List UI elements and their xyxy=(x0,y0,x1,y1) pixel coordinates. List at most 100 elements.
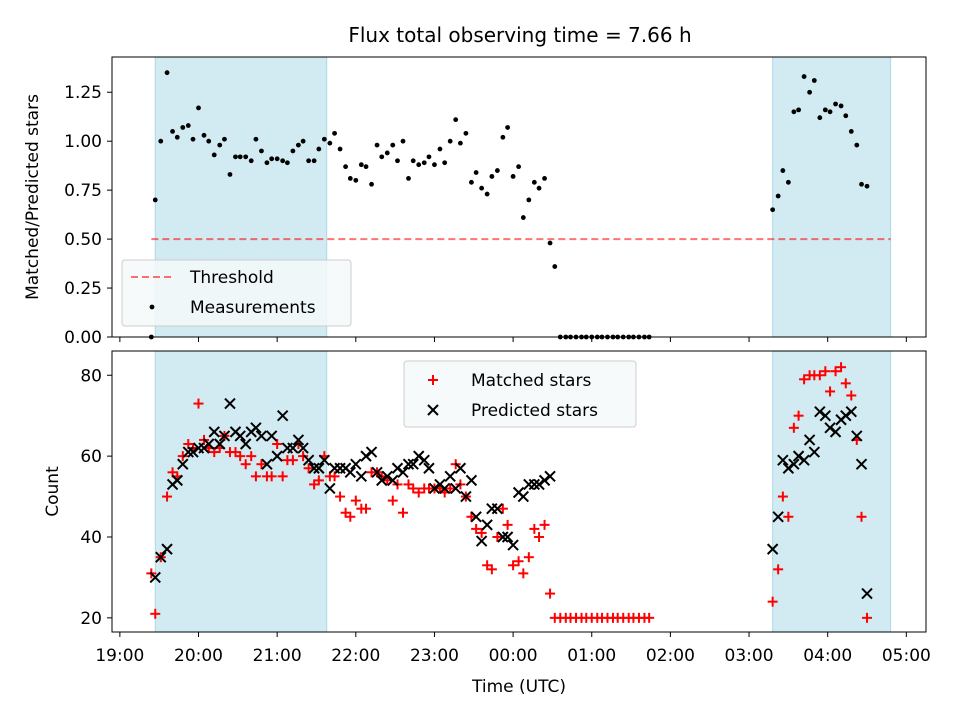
measurement-point xyxy=(237,154,243,160)
matched-point xyxy=(329,471,340,482)
measurement-point xyxy=(374,142,380,148)
measurement-point xyxy=(421,160,427,166)
predicted-point xyxy=(376,474,388,487)
measurement-point xyxy=(248,158,254,164)
measurement-point xyxy=(458,140,463,146)
counts-panel: 19:00 20:00 21:00 22:00 23:00 00:00 01:00 02:00… xyxy=(43,350,931,697)
predicted-point xyxy=(297,442,309,454)
predicted-point xyxy=(423,462,435,474)
matched-point xyxy=(767,596,778,607)
x-tick-label: 23:00 xyxy=(410,646,459,666)
measurement-point xyxy=(259,148,264,154)
measurement-point xyxy=(500,134,506,140)
matched-point xyxy=(150,608,161,619)
measurement-point xyxy=(426,154,432,160)
predicted-point xyxy=(861,587,873,600)
matched-point xyxy=(814,370,825,381)
predicted-point xyxy=(829,426,842,438)
matched-point xyxy=(777,491,788,502)
predicted-point xyxy=(845,405,857,418)
legend-plus-marker xyxy=(428,375,438,385)
measurement-point xyxy=(358,162,364,168)
matched-point xyxy=(246,451,257,462)
predicted-point xyxy=(276,409,289,422)
matched-point xyxy=(508,560,519,571)
predicted-point xyxy=(187,446,199,458)
x-tick-label: 04:00 xyxy=(803,646,852,666)
matched-point xyxy=(820,366,831,377)
predicted-point xyxy=(851,430,863,442)
measurement-point xyxy=(332,130,337,136)
predicted-point xyxy=(391,462,404,474)
measurement-point xyxy=(473,170,479,175)
observing-interval-band xyxy=(772,56,892,338)
measurement-point xyxy=(311,158,317,164)
measurement-point xyxy=(170,129,175,134)
predicted-point xyxy=(517,490,530,503)
matched-point xyxy=(862,612,873,623)
predicted-point xyxy=(481,519,493,531)
ratio-panel: 0.00 0.25 0.50 0.75 1.00 1.25 Matched/Predict… xyxy=(23,56,927,348)
measurement-point xyxy=(469,179,474,185)
measurement-point xyxy=(489,174,495,179)
predicted-point xyxy=(218,430,231,442)
x-tick-label: 01:00 xyxy=(567,646,616,666)
ratio-axes-frame xyxy=(111,56,927,338)
predicted-point xyxy=(460,490,472,503)
matched-point xyxy=(856,511,867,522)
measurement-point xyxy=(201,132,207,138)
matched-point xyxy=(193,398,204,409)
measurement-point xyxy=(526,197,532,203)
predicted-point xyxy=(365,446,378,458)
measurement-point xyxy=(827,109,833,115)
count-y-tick-label: 40 xyxy=(80,528,102,548)
measurement-point xyxy=(353,177,359,183)
measurement-point xyxy=(363,164,369,170)
predicted-point xyxy=(855,458,868,470)
measurement-point xyxy=(463,130,469,136)
predicted-point xyxy=(287,442,299,454)
measurement-point xyxy=(833,101,838,107)
measurement-point xyxy=(347,175,353,181)
predicted-point xyxy=(428,482,441,495)
measurement-point xyxy=(316,146,322,152)
matched-point xyxy=(413,487,424,498)
predicted-point xyxy=(538,474,551,487)
predicted-point xyxy=(161,543,173,555)
x-axis-label: Time (UTC) xyxy=(471,677,566,697)
predicted-point xyxy=(208,426,220,438)
measurement-point xyxy=(547,240,553,246)
measurement-point xyxy=(484,191,490,197)
measurement-point xyxy=(864,183,870,189)
predicted-point xyxy=(449,482,462,495)
predicted-point xyxy=(798,454,810,466)
matched-point xyxy=(830,366,841,377)
predicted-point xyxy=(824,422,836,434)
predicted-point xyxy=(501,531,514,543)
measurement-point xyxy=(158,138,164,144)
measurement-point xyxy=(390,142,396,148)
measurement-point xyxy=(796,107,801,113)
matched-point xyxy=(209,447,220,458)
predicted-point xyxy=(444,470,456,483)
measurement-point xyxy=(410,158,416,164)
predicted-point xyxy=(182,446,194,458)
measurement-point xyxy=(536,185,542,191)
legend-matched-swatch xyxy=(428,375,438,385)
x-tick-label: 22:00 xyxy=(331,646,380,666)
predicted-point xyxy=(407,458,419,470)
predicted-point xyxy=(171,474,183,487)
measurement-point xyxy=(284,160,290,166)
counts-axes-frame xyxy=(111,350,927,633)
matched-point xyxy=(840,378,851,389)
measurement-point xyxy=(785,179,791,185)
matched-point xyxy=(518,568,529,579)
measurement-point xyxy=(432,162,437,168)
measurement-point xyxy=(321,136,327,142)
measurement-point xyxy=(854,142,860,148)
x-tick-label: 00:00 xyxy=(489,646,538,666)
matched-point xyxy=(177,451,188,462)
measurement-point xyxy=(791,109,797,115)
ratio-legend-box xyxy=(121,259,352,327)
measurement-point xyxy=(395,158,400,164)
